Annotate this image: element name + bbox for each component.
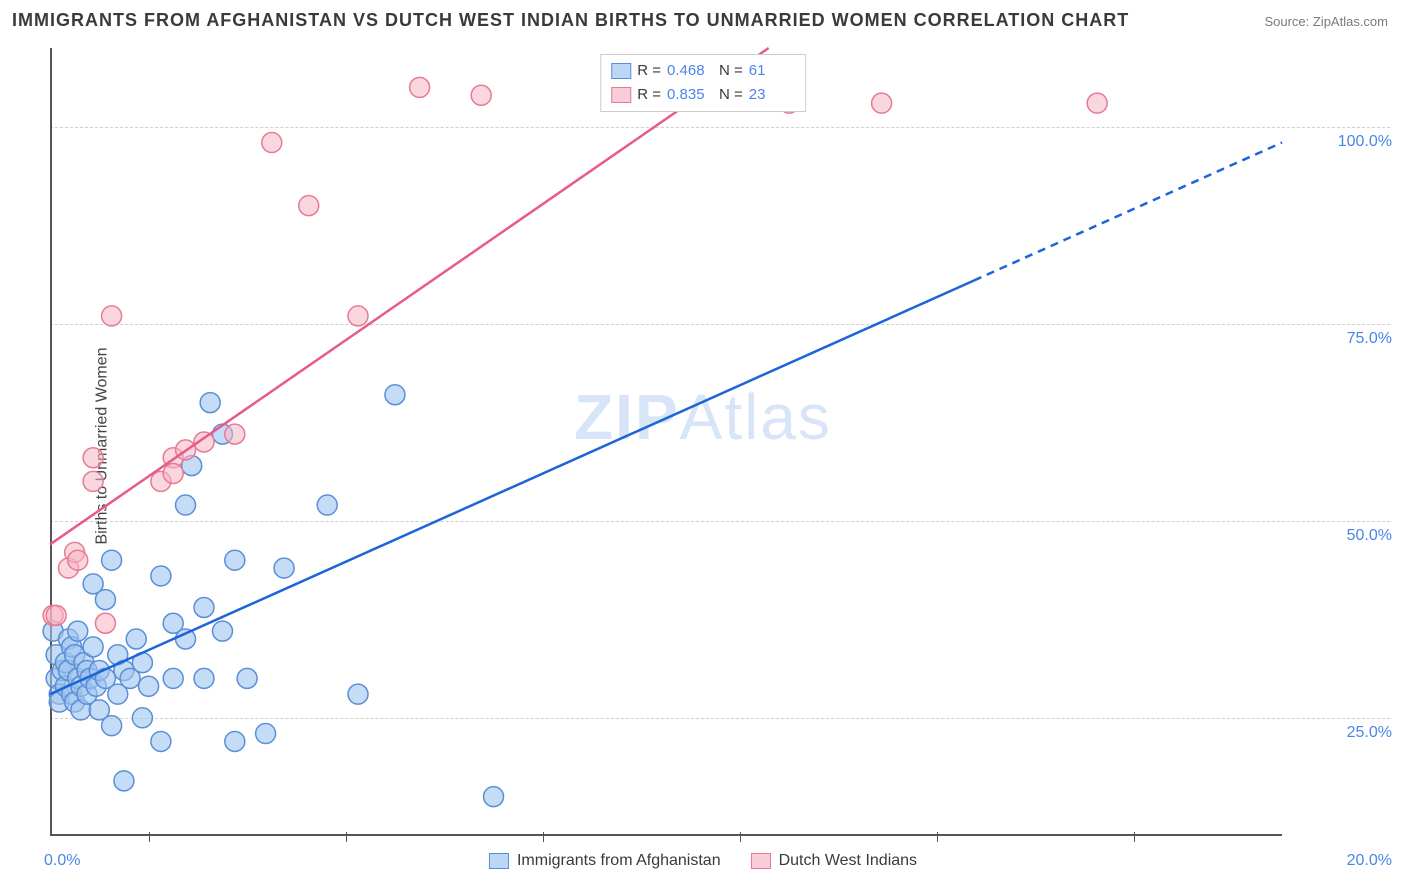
data-point — [274, 558, 294, 578]
y-axis-tick-label: 25.0% — [1347, 724, 1392, 742]
data-point — [68, 621, 88, 641]
data-point — [225, 424, 245, 444]
x-tick — [346, 832, 347, 842]
data-point — [200, 393, 220, 413]
legend-series-label-1: Immigrants from Afghanistan — [517, 852, 721, 870]
chart-title: IMMIGRANTS FROM AFGHANISTAN VS DUTCH WES… — [12, 10, 1129, 31]
legend-swatch-blue-bottom — [489, 853, 509, 869]
legend-n-label-1: N = — [719, 59, 743, 83]
data-point — [151, 731, 171, 751]
data-point — [256, 724, 276, 744]
data-point — [471, 85, 491, 105]
data-point — [102, 306, 122, 326]
x-tick — [543, 832, 544, 842]
legend-series: Immigrants from Afghanistan Dutch West I… — [489, 852, 917, 870]
data-point — [163, 464, 183, 484]
legend-series-item-2: Dutch West Indians — [751, 852, 917, 870]
legend-r-value-1: 0.468 — [667, 59, 713, 83]
x-axis-tick-left: 0.0% — [44, 852, 80, 870]
source-attribution: Source: ZipAtlas.com — [1264, 14, 1388, 29]
legend-n-value-1: 61 — [749, 59, 795, 83]
data-point — [83, 471, 103, 491]
data-point — [95, 613, 115, 633]
data-point — [225, 731, 245, 751]
data-point — [163, 668, 183, 688]
data-point — [484, 787, 504, 807]
data-point — [102, 550, 122, 570]
legend-n-value-2: 23 — [749, 83, 795, 107]
chart-container: IMMIGRANTS FROM AFGHANISTAN VS DUTCH WES… — [0, 0, 1406, 892]
data-point — [317, 495, 337, 515]
x-tick — [937, 832, 938, 842]
data-point — [872, 93, 892, 113]
data-point — [299, 196, 319, 216]
data-point — [46, 605, 66, 625]
data-point — [139, 676, 159, 696]
data-point — [194, 597, 214, 617]
x-tick — [149, 832, 150, 842]
data-point — [385, 385, 405, 405]
data-point — [194, 668, 214, 688]
data-point — [348, 306, 368, 326]
trend-line — [50, 280, 974, 694]
y-axis-tick-label: 50.0% — [1347, 527, 1392, 545]
data-point — [102, 716, 122, 736]
legend-swatch-blue — [611, 63, 631, 79]
data-point — [68, 550, 88, 570]
legend-swatch-pink-bottom — [751, 853, 771, 869]
legend-series-label-2: Dutch West Indians — [779, 852, 917, 870]
legend-stats: R = 0.468 N = 61 R = 0.835 N = 23 — [600, 54, 806, 112]
data-point — [126, 629, 146, 649]
data-point — [132, 708, 152, 728]
data-point — [1087, 93, 1107, 113]
data-point — [262, 133, 282, 153]
legend-stats-row-2: R = 0.835 N = 23 — [611, 83, 795, 107]
y-axis-tick-label: 75.0% — [1347, 330, 1392, 348]
legend-r-label-1: R = — [637, 59, 661, 83]
data-point — [114, 771, 134, 791]
y-axis-tick-label: 100.0% — [1338, 133, 1392, 151]
data-point — [83, 637, 103, 657]
x-axis-tick-right: 20.0% — [1347, 852, 1392, 870]
data-point — [410, 77, 430, 97]
x-tick — [1134, 832, 1135, 842]
legend-n-label-2: N = — [719, 83, 743, 107]
source-prefix: Source: — [1264, 14, 1312, 29]
legend-series-item-1: Immigrants from Afghanistan — [489, 852, 721, 870]
source-link[interactable]: ZipAtlas.com — [1313, 14, 1388, 29]
data-point — [95, 590, 115, 610]
plot-area — [50, 48, 1282, 836]
data-point — [348, 684, 368, 704]
legend-r-value-2: 0.835 — [667, 83, 713, 107]
trend-line — [50, 48, 769, 544]
legend-r-label-2: R = — [637, 83, 661, 107]
data-point — [176, 629, 196, 649]
data-point — [212, 621, 232, 641]
data-point — [176, 495, 196, 515]
legend-swatch-pink — [611, 87, 631, 103]
x-tick — [740, 832, 741, 842]
legend-stats-row-1: R = 0.468 N = 61 — [611, 59, 795, 83]
data-point — [225, 550, 245, 570]
data-point — [237, 668, 257, 688]
data-point — [151, 566, 171, 586]
trend-line — [974, 143, 1282, 281]
data-point — [83, 448, 103, 468]
